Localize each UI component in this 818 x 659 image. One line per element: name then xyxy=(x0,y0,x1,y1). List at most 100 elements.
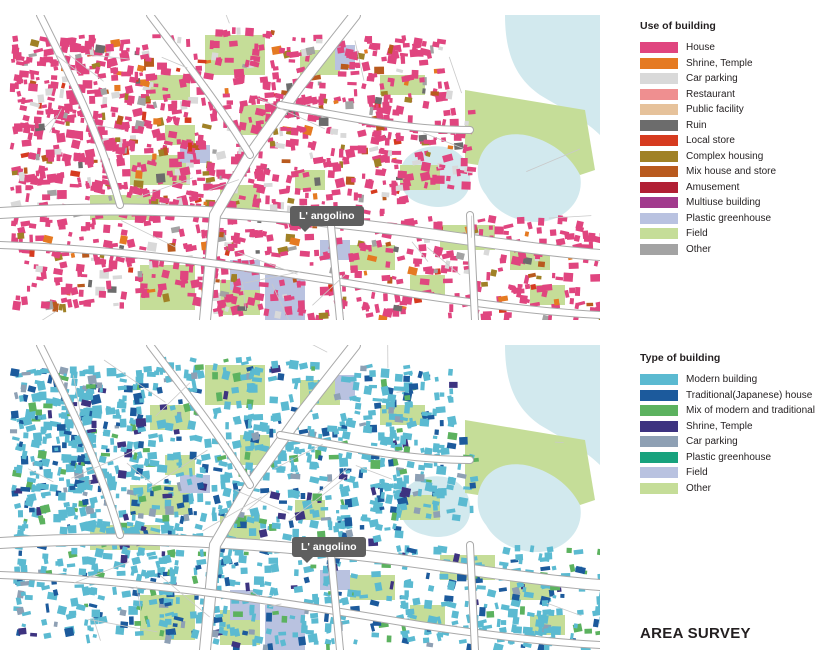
building xyxy=(267,375,278,382)
building xyxy=(66,479,71,487)
building xyxy=(511,624,517,633)
building xyxy=(549,229,557,236)
building xyxy=(439,164,446,169)
building xyxy=(414,151,423,158)
building xyxy=(84,499,89,505)
building xyxy=(331,638,335,645)
building xyxy=(563,272,574,282)
building xyxy=(370,460,381,469)
building xyxy=(92,252,99,262)
pond xyxy=(477,133,581,223)
building xyxy=(59,261,68,269)
building xyxy=(186,179,191,185)
legend-swatch xyxy=(640,405,678,417)
building xyxy=(280,401,290,412)
building xyxy=(465,146,473,152)
building xyxy=(33,116,42,124)
building xyxy=(460,157,468,167)
building xyxy=(45,398,53,405)
building xyxy=(35,473,40,479)
building xyxy=(191,380,197,390)
building xyxy=(537,217,545,226)
building xyxy=(164,486,174,491)
building xyxy=(381,104,392,115)
building xyxy=(238,555,247,564)
street xyxy=(287,476,346,522)
building xyxy=(422,100,430,109)
building xyxy=(534,630,544,637)
building xyxy=(502,562,508,570)
building xyxy=(246,516,256,524)
building xyxy=(243,551,249,556)
building xyxy=(176,139,182,145)
building xyxy=(118,93,126,99)
building xyxy=(408,383,419,390)
road xyxy=(147,15,253,158)
building xyxy=(181,99,191,108)
building xyxy=(257,303,264,311)
building xyxy=(291,377,301,384)
legend-item: Field xyxy=(640,226,776,242)
legend-item: Mix house and store xyxy=(640,164,776,180)
building xyxy=(390,512,397,521)
building xyxy=(305,630,314,635)
building xyxy=(141,111,147,121)
building xyxy=(269,140,276,147)
building xyxy=(164,601,172,607)
building xyxy=(540,565,551,572)
building xyxy=(144,147,154,154)
building xyxy=(297,300,305,310)
building xyxy=(262,33,273,38)
building xyxy=(58,492,66,501)
building xyxy=(113,445,118,453)
building xyxy=(385,241,392,247)
building xyxy=(432,408,438,417)
building xyxy=(81,507,86,516)
building xyxy=(254,366,264,373)
building xyxy=(399,52,409,57)
building xyxy=(270,293,279,302)
building xyxy=(439,392,445,397)
legend-label: Modern building xyxy=(686,374,758,386)
building xyxy=(432,174,437,180)
legend-label: Complex housing xyxy=(686,150,764,162)
building xyxy=(309,519,319,529)
building xyxy=(371,154,382,161)
building xyxy=(222,487,232,498)
building xyxy=(102,552,113,560)
building xyxy=(171,181,183,190)
building xyxy=(400,435,407,445)
building xyxy=(140,163,147,173)
building xyxy=(314,249,320,257)
building xyxy=(143,365,153,373)
building xyxy=(526,611,535,618)
building xyxy=(256,173,266,182)
building xyxy=(97,73,107,79)
building xyxy=(523,591,534,599)
building xyxy=(178,399,183,405)
building xyxy=(423,462,433,469)
building xyxy=(106,367,117,377)
building xyxy=(260,109,267,116)
building xyxy=(494,226,504,235)
building xyxy=(427,414,435,420)
building xyxy=(365,312,374,318)
building xyxy=(240,360,249,366)
building xyxy=(438,46,444,51)
building xyxy=(252,413,264,421)
building xyxy=(452,266,458,273)
building xyxy=(22,114,30,122)
building xyxy=(391,50,400,60)
building xyxy=(336,510,340,514)
building xyxy=(457,462,462,470)
building xyxy=(379,457,386,464)
building xyxy=(121,546,128,555)
building xyxy=(542,283,553,292)
building xyxy=(233,232,241,240)
building xyxy=(76,446,84,453)
legend-item: Amusement xyxy=(640,180,776,196)
building xyxy=(96,518,103,529)
building xyxy=(287,111,295,119)
building xyxy=(456,168,461,177)
building xyxy=(25,173,36,183)
